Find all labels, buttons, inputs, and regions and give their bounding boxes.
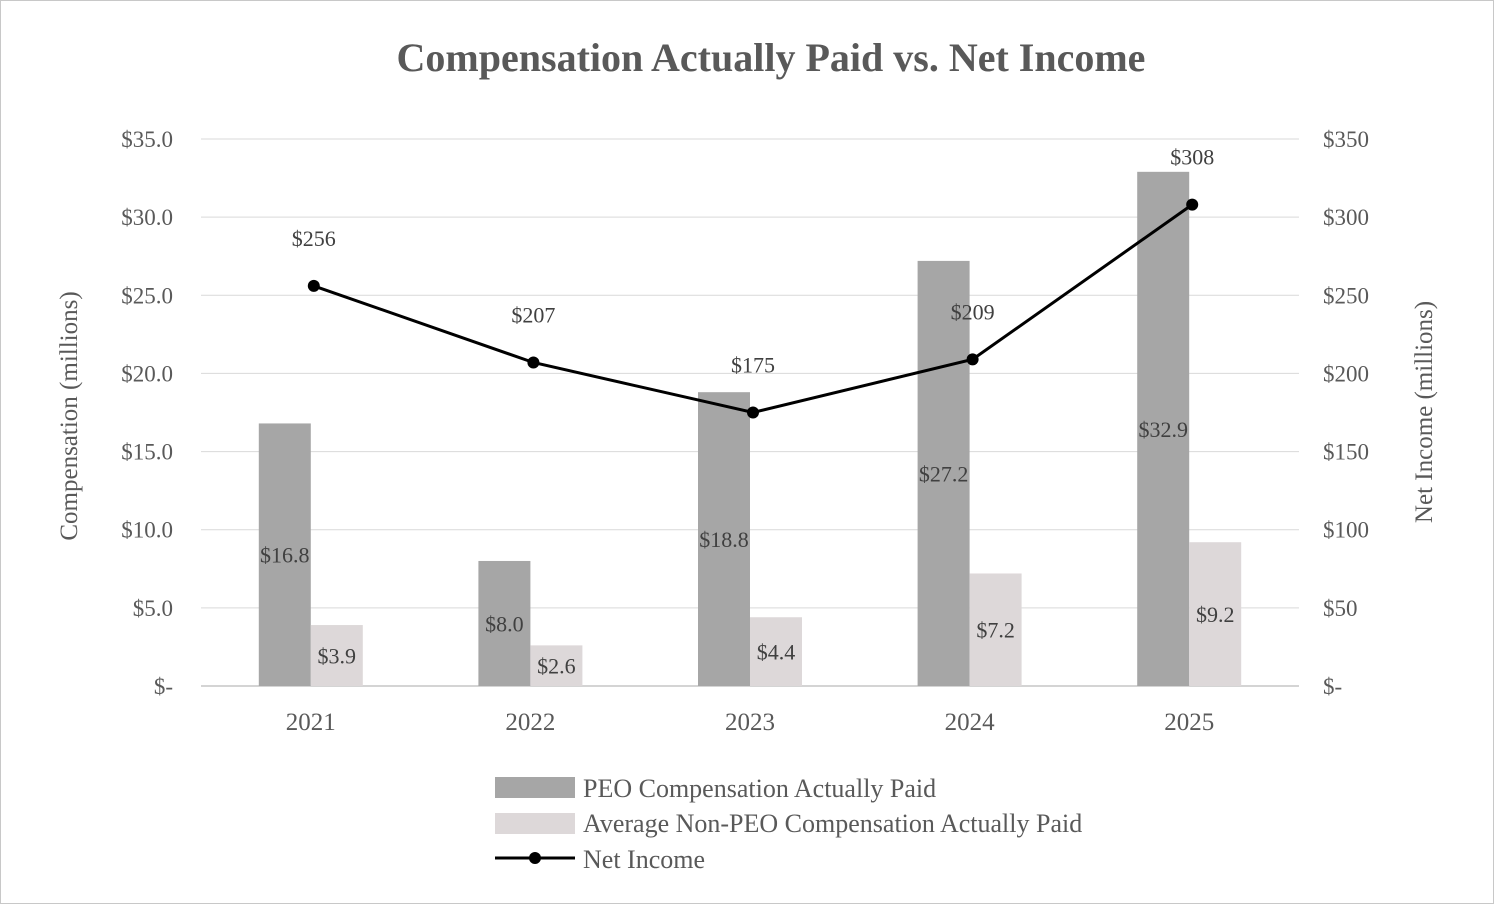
left-tick-label: $15.0	[121, 440, 173, 465]
non-peo-bar	[1189, 542, 1242, 686]
legend-label-net-income: Net Income	[583, 845, 705, 874]
right-axis-ticks: $- $50 $100 $150 $200 $250 $300 $350	[1323, 127, 1369, 699]
net-income-point	[747, 406, 759, 419]
peo-bar	[917, 260, 970, 686]
gridlines	[201, 138, 1299, 687]
left-tick-label: $5.0	[133, 596, 173, 621]
left-tick-label: $-	[154, 674, 173, 699]
peo-bar	[478, 560, 531, 686]
non-peo-bar	[530, 645, 583, 686]
right-tick-label: $-	[1323, 674, 1342, 699]
peo-data-label: $18.8	[699, 527, 749, 552]
peo-data-label: $16.8	[260, 543, 310, 568]
net-income-line-series: $256 $207 $175 $209 $308	[292, 145, 1214, 419]
left-tick-label: $30.0	[121, 205, 173, 230]
net-income-point	[966, 353, 979, 366]
x-tick-label: 2023	[725, 709, 775, 736]
chart-title: Compensation Actually Paid vs. Net Incom…	[397, 35, 1146, 80]
net-income-line	[313, 203, 1194, 415]
right-tick-label: $150	[1323, 440, 1369, 465]
left-tick-label: $25.0	[121, 283, 173, 308]
left-tick-label: $20.0	[121, 361, 173, 386]
right-tick-label: $300	[1323, 205, 1369, 230]
non-peo-data-label: $4.4	[757, 640, 796, 665]
peo-bar	[698, 392, 750, 686]
net-income-data-label: $207	[511, 302, 555, 327]
bar-series	[258, 171, 1242, 686]
peo-bar	[258, 423, 311, 686]
right-tick-label: $50	[1323, 596, 1358, 621]
net-income-data-label: $209	[951, 299, 995, 324]
legend-label-non-peo: Average Non-PEO Compensation Actually Pa…	[583, 809, 1082, 838]
net-income-point	[527, 356, 540, 369]
peo-data-label: $32.9	[1138, 417, 1188, 442]
non-peo-bar	[750, 617, 802, 686]
non-peo-data-label: $3.9	[318, 644, 357, 669]
bar-data-labels: $16.8 $3.9 $8.0 $2.6 $18.8 $4.4 $27.2 $7.2 $32.9…	[260, 417, 1234, 679]
right-axis-label: Net Income (millions)	[1411, 301, 1438, 523]
right-tick-label: $250	[1323, 283, 1369, 308]
net-income-point	[307, 279, 320, 292]
x-tick-label: 2022	[505, 709, 555, 736]
right-tick-label: $350	[1323, 127, 1369, 152]
peo-bar	[1137, 171, 1190, 686]
net-income-point	[1186, 198, 1199, 211]
legend-swatch-non-peo	[495, 813, 575, 834]
x-axis-ticks: 2021 2022 2023 2024 2025	[286, 709, 1214, 736]
left-tick-label: $35.0	[121, 127, 173, 152]
left-axis-ticks: $- $5.0 $10.0 $15.0 $20.0 $25.0 $30.0 $35.0	[121, 127, 173, 699]
left-axis-label: Compensation (millions)	[56, 291, 83, 540]
x-tick-label: 2024	[945, 709, 996, 736]
right-tick-label: $100	[1323, 518, 1369, 543]
non-peo-data-label: $9.2	[1196, 602, 1235, 627]
right-tick-label: $200	[1323, 361, 1369, 386]
non-peo-bar	[310, 625, 363, 686]
legend-label-peo: PEO Compensation Actually Paid	[583, 774, 936, 803]
peo-data-label: $8.0	[485, 611, 524, 636]
legend: PEO Compensation Actually Paid Average N…	[495, 774, 1082, 874]
net-income-data-label: $175	[731, 353, 775, 378]
non-peo-data-label: $7.2	[976, 618, 1015, 643]
net-income-data-label: $256	[292, 226, 336, 251]
peo-data-label: $27.2	[919, 461, 969, 486]
net-income-data-label: $308	[1170, 145, 1214, 170]
non-peo-data-label: $2.6	[537, 654, 576, 679]
left-tick-label: $10.0	[121, 518, 173, 543]
legend-marker-net-income	[529, 852, 541, 864]
non-peo-bar	[969, 573, 1022, 686]
legend-swatch-peo	[495, 777, 575, 798]
x-tick-label: 2021	[286, 709, 336, 736]
x-tick-label: 2025	[1164, 709, 1214, 736]
